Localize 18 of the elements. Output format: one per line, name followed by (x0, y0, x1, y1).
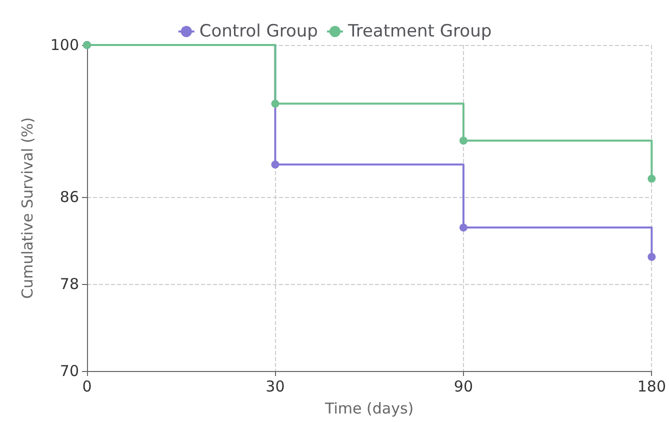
point (271, 160, 280, 169)
legend-label: Treatment Group (346, 22, 492, 42)
y-tick-label: 70 (60, 362, 79, 380)
x-tick-label: 0 (82, 378, 92, 396)
y-tick-label: 78 (60, 275, 79, 294)
point (271, 100, 280, 108)
y-axis-title: Cumulative Survival (%) (18, 117, 36, 299)
x-tick-label: 90 (454, 378, 474, 396)
point (459, 224, 468, 232)
y-tick-label: 86 (60, 188, 79, 206)
point (459, 136, 468, 145)
x-tick-label: 30 (266, 378, 285, 396)
point (648, 252, 656, 261)
y-tick-label: 100 (50, 36, 79, 54)
x-tick-label: 180 (637, 378, 666, 396)
x-axis-title: Time (days) (324, 400, 414, 418)
point (648, 174, 656, 183)
legend-label: Control Group (199, 22, 318, 42)
